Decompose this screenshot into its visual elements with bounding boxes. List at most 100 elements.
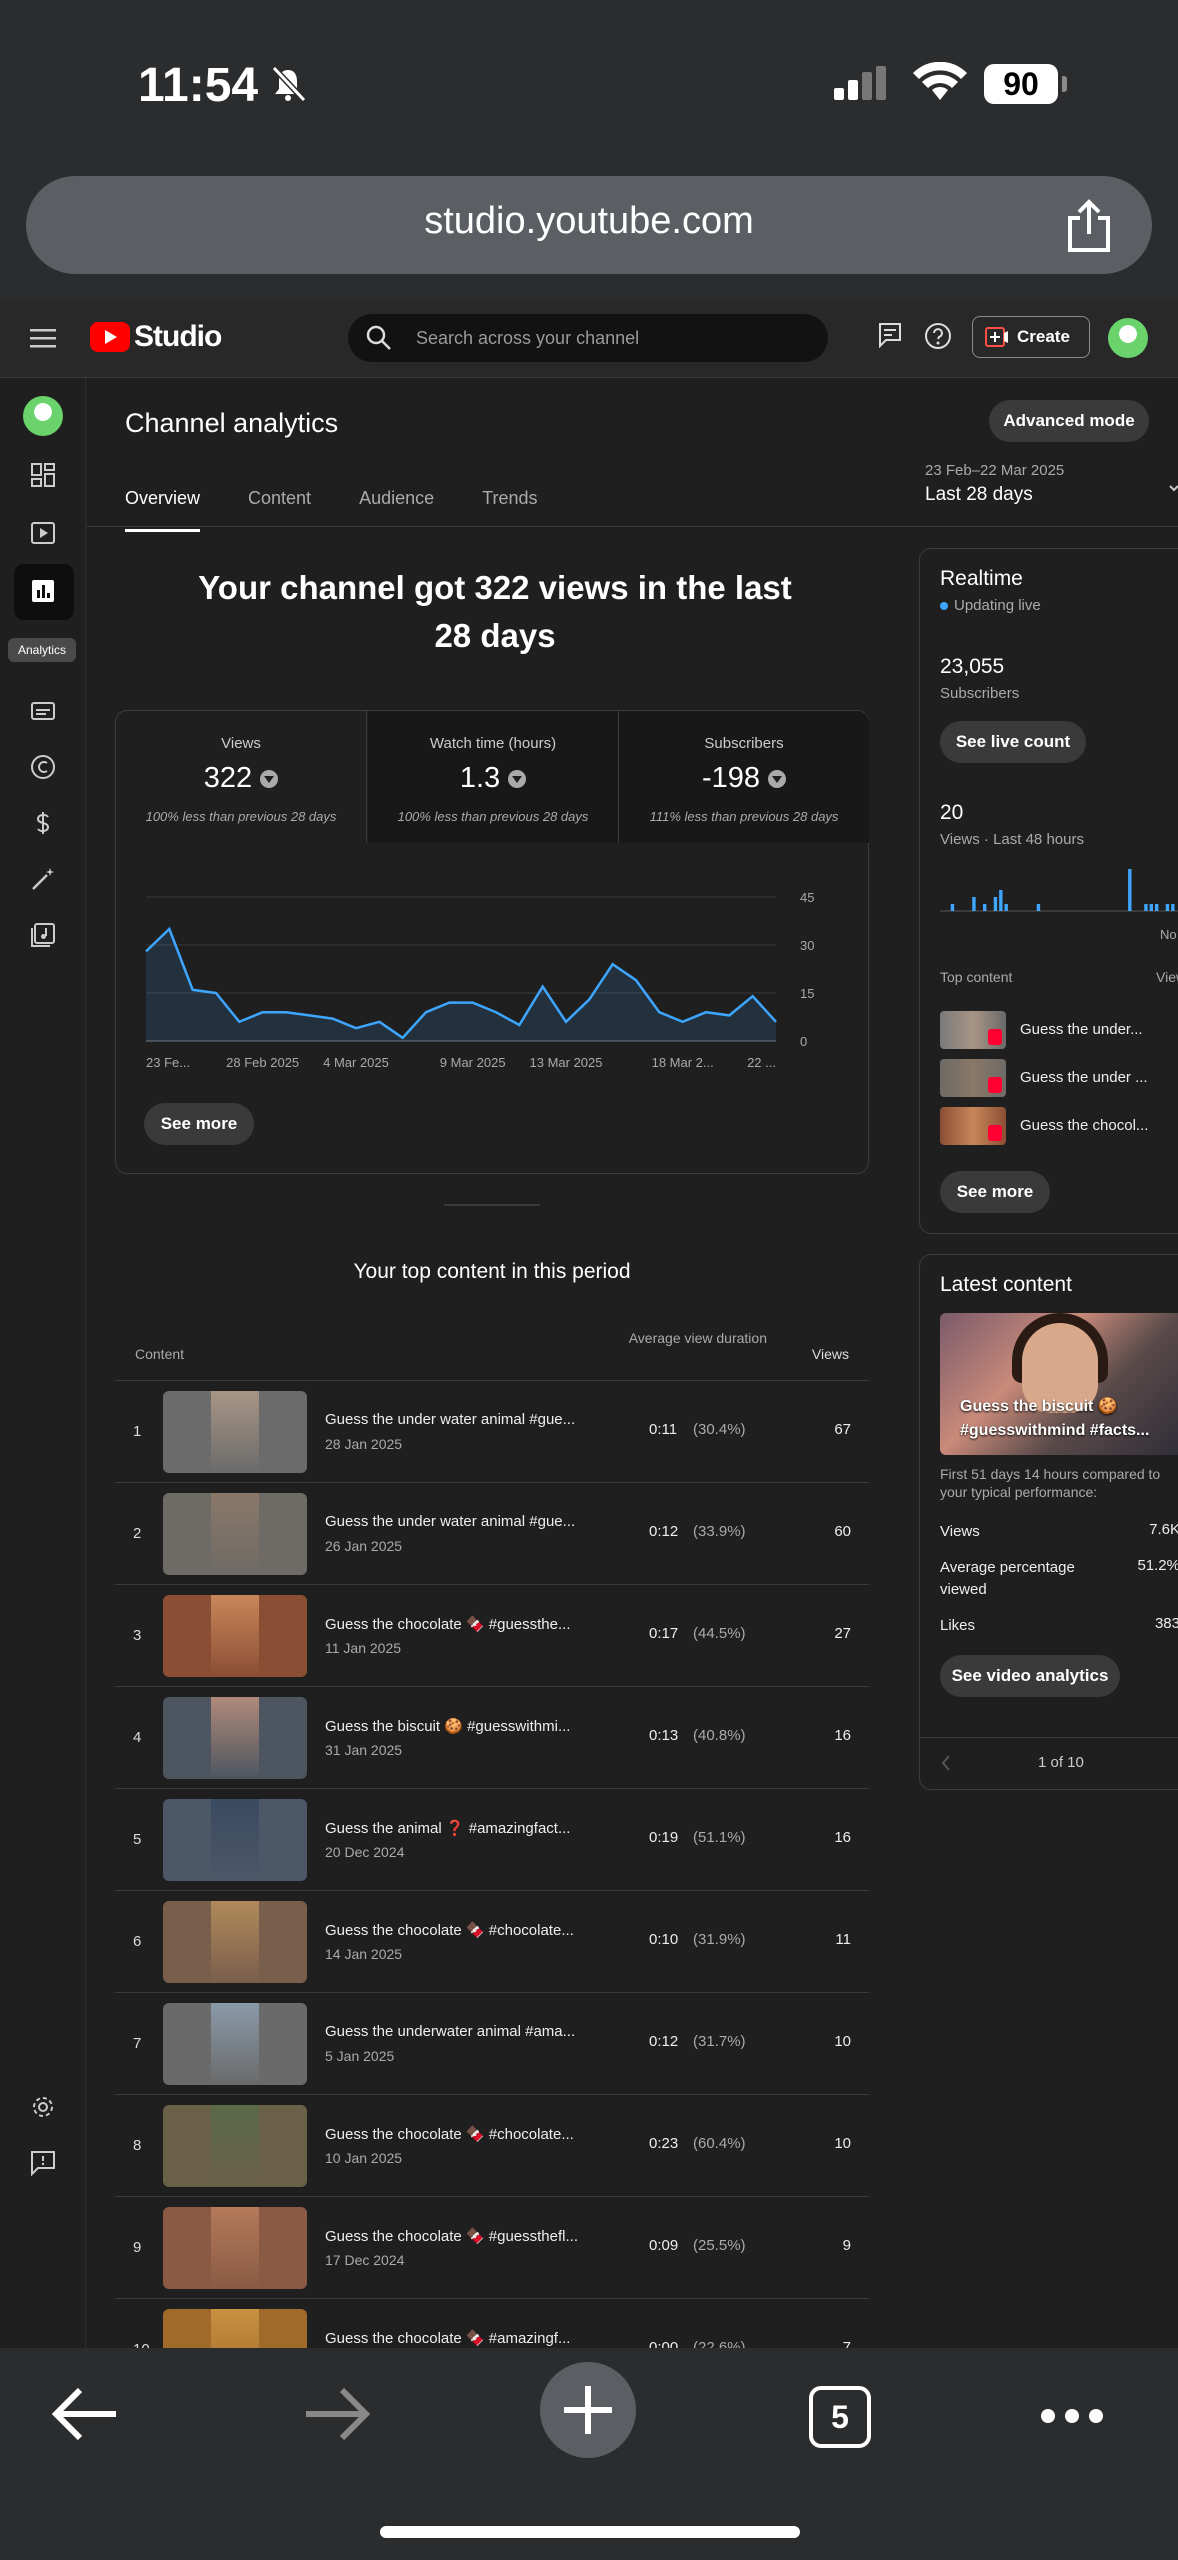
column-views[interactable]: Views [811, 1346, 849, 1362]
video-title[interactable]: Guess the chocolate 🍫 #guessthe... [325, 1616, 571, 1633]
realtime-bar[interactable] [999, 890, 1003, 911]
realtime-bar[interactable] [1004, 904, 1008, 911]
content-icon[interactable] [30, 520, 56, 546]
left-navigation: Analytics [0, 378, 86, 2348]
table-row[interactable]: 10 Guess the chocolate 🍫 #amazingf... 0:00… [115, 2298, 869, 2348]
realtime-bar-chart [940, 869, 1178, 912]
realtime-item-title[interactable]: Guess the chocol... [1020, 1117, 1149, 1134]
studio-logo[interactable]: Studio [90, 320, 222, 354]
video-thumbnail[interactable] [163, 2207, 307, 2289]
realtime-item-thumbnail[interactable] [940, 1011, 1006, 1049]
video-thumbnail[interactable] [163, 1391, 307, 1473]
table-row[interactable]: 1 Guess the under water animal #gue... 28 … [115, 1380, 869, 1482]
realtime-bar[interactable] [1165, 904, 1170, 911]
video-title[interactable]: Guess the chocolate 🍫 #guessthefl... [325, 2228, 578, 2245]
metric-watch-time[interactable]: Watch time (hours) 1.3 100% less than pr… [368, 711, 619, 843]
subtitles-icon[interactable] [30, 698, 56, 724]
tab-content[interactable]: Content [248, 488, 312, 508]
menu-icon[interactable] [30, 326, 56, 350]
earn-icon[interactable] [30, 810, 56, 836]
feedback-icon[interactable] [878, 322, 902, 348]
help-icon[interactable] [924, 322, 952, 350]
row-rank: 5 [133, 1831, 142, 1848]
column-average-view-duration[interactable]: Average view duration [628, 1330, 767, 1346]
latest-video-thumbnail[interactable]: Guess the biscuit 🍪 #guesswithmind #fact… [940, 1313, 1178, 1455]
advanced-mode-button[interactable]: Advanced mode [989, 400, 1149, 442]
channel-avatar[interactable] [23, 396, 63, 436]
chevron-left-icon[interactable] [940, 1754, 952, 1772]
realtime-bar[interactable] [1155, 904, 1159, 911]
video-title[interactable]: Guess the biscuit 🍪 #guesswithmi... [325, 1718, 571, 1735]
realtime-item-thumbnail[interactable] [940, 1059, 1006, 1097]
tab-trends[interactable]: Trends [482, 488, 538, 508]
tab-audience[interactable]: Audience [359, 488, 435, 508]
create-button[interactable]: Create [972, 316, 1090, 358]
realtime-item-thumbnail[interactable] [940, 1107, 1006, 1145]
tab-overview[interactable]: Overview [125, 488, 201, 532]
audio-library-icon[interactable] [30, 922, 56, 948]
more-icon[interactable] [1040, 2406, 1104, 2426]
video-thumbnail[interactable] [163, 1901, 307, 1983]
account-avatar[interactable] [1108, 318, 1148, 358]
search-input[interactable]: Search across your channel [348, 314, 828, 362]
video-thumbnail[interactable] [163, 1493, 307, 1575]
forward-icon[interactable] [302, 2384, 372, 2444]
table-row[interactable]: 3 Guess the chocolate 🍫 #guessthe... 11 Ja… [115, 1584, 869, 1686]
video-thumbnail[interactable] [163, 2105, 307, 2187]
video-thumbnail[interactable] [163, 1799, 307, 1881]
video-title[interactable]: Guess the underwater animal #ama... [325, 2023, 576, 2040]
see-more-button[interactable]: See more [144, 1103, 254, 1145]
realtime-item-title[interactable]: Guess the under... [1020, 1021, 1143, 1038]
back-icon[interactable] [50, 2384, 120, 2444]
realtime-bar[interactable] [1171, 904, 1175, 911]
video-thumbnail[interactable] [163, 2003, 307, 2085]
table-row[interactable]: 9 Guess the chocolate 🍫 #guessthefl... 17 … [115, 2196, 869, 2298]
video-thumbnail[interactable] [163, 1595, 307, 1677]
customization-icon[interactable] [30, 866, 56, 892]
analytics-icon[interactable] [30, 578, 56, 604]
table-row[interactable]: 2 Guess the under water animal #gue... 26 … [115, 1482, 869, 1584]
table-row[interactable]: 4 Guess the biscuit 🍪 #guesswithmi... 31 J… [115, 1686, 869, 1788]
video-title[interactable]: Guess the animal ❓ #amazingfact... [325, 1820, 571, 1837]
send-feedback-icon[interactable] [30, 2150, 56, 2176]
realtime-bar[interactable] [972, 897, 976, 911]
video-title[interactable]: Guess the chocolate 🍫 #chocolate... [325, 1922, 574, 1939]
new-tab-button[interactable] [540, 2362, 636, 2458]
realtime-bar[interactable] [1144, 904, 1148, 911]
realtime-see-more-button[interactable]: See more [940, 1171, 1050, 1213]
table-row[interactable]: 5 Guess the animal ❓ #amazingfact... 20 De… [115, 1788, 869, 1890]
metric-views[interactable]: Views 322 100% less than previous 28 day… [116, 711, 367, 843]
realtime-item-title[interactable]: Guess the under ... [1020, 1069, 1148, 1086]
realtime-bar[interactable] [1036, 904, 1041, 911]
share-icon[interactable] [1062, 198, 1116, 254]
date-range-value[interactable]: Last 28 days [925, 484, 1033, 505]
realtime-bar[interactable] [1149, 904, 1153, 911]
realtime-bar[interactable] [993, 897, 998, 911]
metric-subscribers[interactable]: Subscribers -198 111% less than previous… [619, 711, 869, 843]
video-title[interactable]: Guess the chocolate 🍫 #chocolate... [325, 2126, 574, 2143]
x-tick-label: 9 Mar 2025 [440, 1055, 506, 1070]
copyright-icon[interactable] [30, 754, 56, 780]
video-title[interactable]: Guess the chocolate 🍫 #amazingf... [325, 2330, 571, 2347]
settings-icon[interactable] [30, 2094, 56, 2120]
dashboard-icon[interactable] [30, 462, 56, 488]
chevron-down-icon[interactable] [1169, 482, 1178, 496]
video-thumbnail[interactable] [163, 2309, 307, 2348]
tab-switcher-button[interactable]: 5 [809, 2386, 871, 2448]
realtime-bar[interactable] [950, 904, 955, 911]
address-bar[interactable]: studio.youtube.com [26, 176, 1152, 274]
table-row[interactable]: 8 Guess the chocolate 🍫 #chocolate... 10 J… [115, 2094, 869, 2196]
table-row[interactable]: 7 Guess the underwater animal #ama... 5 Ja… [115, 1992, 869, 2094]
realtime-bar[interactable] [983, 904, 987, 911]
table-row[interactable]: 6 Guess the chocolate 🍫 #chocolate... 14 J… [115, 1890, 869, 1992]
row-rank: 7 [133, 2035, 142, 2052]
battery-nub [1062, 76, 1067, 92]
date-range-label[interactable]: 23 Feb–22 Mar 2025 [925, 462, 1065, 479]
avg-view-percentage: (30.4%) [693, 1421, 746, 1438]
video-title[interactable]: Guess the under water animal #gue... [325, 1513, 576, 1530]
realtime-bar[interactable] [1128, 869, 1132, 911]
video-thumbnail[interactable] [163, 1697, 307, 1779]
see-video-analytics-button[interactable]: See video analytics [940, 1655, 1120, 1697]
video-title[interactable]: Guess the under water animal #gue... [325, 1411, 576, 1428]
see-live-count-button[interactable]: See live count [940, 721, 1086, 763]
